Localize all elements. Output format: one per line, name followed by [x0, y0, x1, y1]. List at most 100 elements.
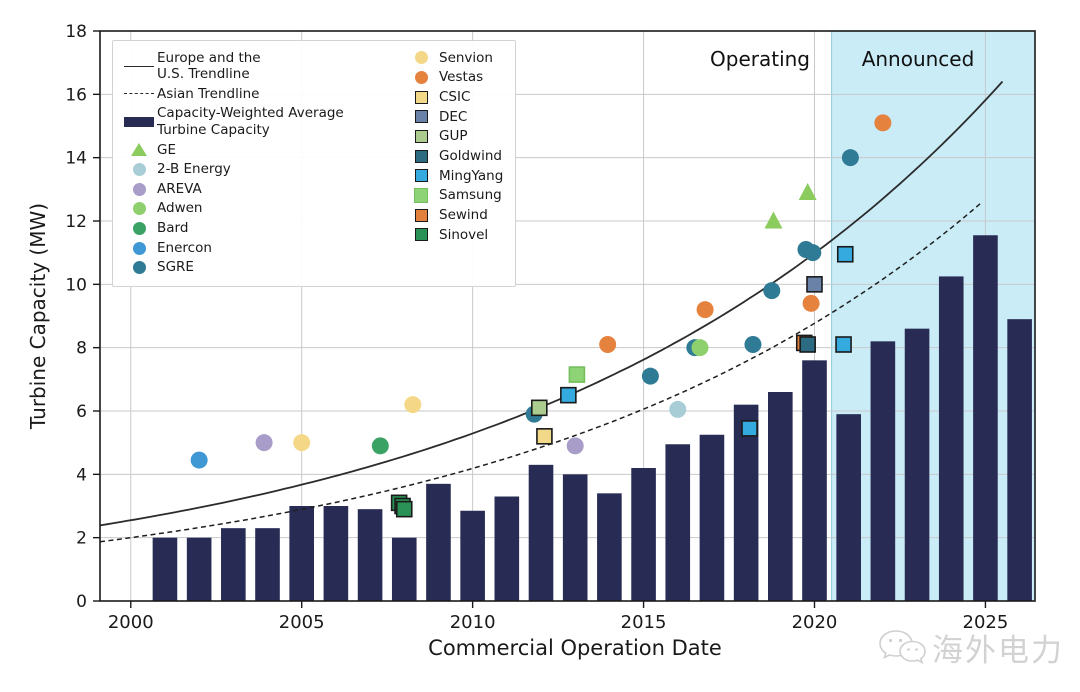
legend-label: Sinovel [439, 226, 489, 243]
legend-label: Goldwind [439, 147, 502, 164]
y-tick-label: 6 [76, 402, 87, 422]
point-mingyang [741, 420, 758, 437]
legend-marker [121, 202, 157, 216]
legend-label: Europe and the U.S. Trendline [157, 49, 261, 83]
bar-2021 [836, 414, 861, 601]
legend-entry-goldwind: Goldwind [403, 146, 509, 166]
bar-2006 [323, 506, 349, 601]
point-areva [566, 437, 584, 455]
x-axis-title: Commercial Operation Date [428, 636, 722, 660]
bar-2024 [938, 276, 964, 601]
legend-marker [403, 169, 439, 183]
point-senvion [404, 396, 422, 414]
point-sgre [641, 367, 659, 385]
legend-label: Bard [157, 220, 189, 237]
legend-marker [121, 162, 157, 176]
legend-label: Capacity-Weighted Average Turbine Capacit… [157, 105, 344, 138]
bar-2009 [426, 483, 451, 601]
point-areva [255, 434, 273, 452]
legend-entry-asian-trendline: Asian Trendline [121, 84, 393, 104]
square-marker-icon [414, 208, 428, 222]
point-ge [764, 211, 783, 229]
legend-entry-samsung: Samsung [403, 186, 509, 206]
legend-marker [403, 110, 439, 124]
bar-2019 [768, 392, 793, 601]
trendline-europe-and-the-u-s-trendline [99, 80, 1004, 527]
legend-marker [121, 241, 157, 255]
square-marker-icon [414, 169, 428, 183]
point-goldwind [799, 336, 816, 353]
square-marker-icon [414, 129, 428, 143]
trendline-asian-trendline [99, 201, 983, 543]
legend: Europe and the U.S. Trendline Asian Trendl… [112, 40, 516, 287]
square-marker-icon [414, 228, 428, 242]
point-vestas [802, 294, 820, 312]
point-mingyang [836, 245, 854, 263]
square-marker-icon [413, 188, 429, 203]
legend-entry-csic: CSIC [403, 87, 509, 107]
dashed-line-icon [124, 93, 154, 95]
legend-label: MingYang [439, 167, 504, 184]
legend-entry-areva: AREVA [121, 179, 393, 199]
point-ge [798, 183, 817, 200]
legend-label: Samsung [439, 187, 502, 204]
point-2-b-energy [669, 400, 687, 418]
announced-region [831, 31, 1035, 601]
legend-label: Enercon [157, 239, 212, 256]
point-enercon [190, 451, 208, 469]
legend-marker [121, 143, 157, 157]
legend-marker [403, 228, 439, 242]
legend-marker [403, 149, 439, 163]
legend-entry-2-b-energy: 2-B Energy [121, 160, 393, 180]
bar-2003 [221, 528, 246, 601]
bar-2005 [289, 506, 315, 601]
y-tick-label: 12 [65, 212, 87, 232]
point-sgre [744, 336, 762, 353]
announced-label: Announced [861, 47, 975, 71]
legend-marker [121, 116, 157, 127]
legend-label: DEC [439, 108, 468, 125]
point-csic [536, 428, 553, 445]
legend-marker [403, 188, 439, 203]
x-tick-label: 2000 [108, 612, 154, 633]
point-mingyang [560, 386, 577, 404]
legend-column-right: Senvion Vestas CSIC DEC GUP Goldwind MingYang S… [393, 48, 509, 282]
legend-marker [403, 51, 439, 65]
bar-2007 [357, 509, 383, 601]
legend-marker [121, 221, 157, 235]
bar-2016 [665, 444, 691, 601]
point-adwen [691, 339, 709, 357]
legend-label: 2-B Energy [157, 161, 231, 178]
legend-marker [121, 261, 157, 275]
legend-label: Vestas [439, 69, 484, 86]
legend-column-left: Europe and the U.S. Trendline Asian Trendl… [121, 48, 393, 282]
x-tick-label: 2015 [621, 612, 667, 633]
bar-2025 [973, 235, 998, 601]
legend-entry-capacity-weighted-average-turbine-capacity: Capacity-Weighted Average Turbine Capacit… [121, 104, 393, 140]
legend-label: AREVA [157, 180, 202, 197]
legend-label: Sewind [439, 206, 488, 223]
legend-entry-enercon: Enercon [121, 238, 393, 258]
legend-marker [403, 129, 439, 143]
circle-marker-icon [132, 261, 146, 275]
legend-entry-mingyang: MingYang [403, 166, 509, 186]
triangle-marker-icon [131, 143, 147, 157]
legend-entry-bard: Bard [121, 219, 393, 239]
circle-marker-icon [414, 70, 428, 84]
legend-label: GUP [439, 128, 468, 145]
point-vestas [874, 114, 892, 132]
y-tick-label: 8 [76, 339, 87, 359]
point-sinovel [395, 500, 413, 518]
bar-2002 [186, 537, 212, 601]
bar-2020 [802, 360, 827, 601]
legend-marker [121, 182, 157, 196]
bar-swatch-icon [124, 116, 154, 127]
bar-2011 [494, 496, 520, 601]
plot-frame [99, 30, 1036, 602]
bar-2018 [733, 404, 759, 601]
bar-2015 [631, 468, 656, 601]
square-marker-icon [414, 110, 428, 124]
circle-marker-icon [132, 241, 146, 255]
point-gup [530, 399, 548, 417]
bar-2013 [562, 474, 588, 601]
